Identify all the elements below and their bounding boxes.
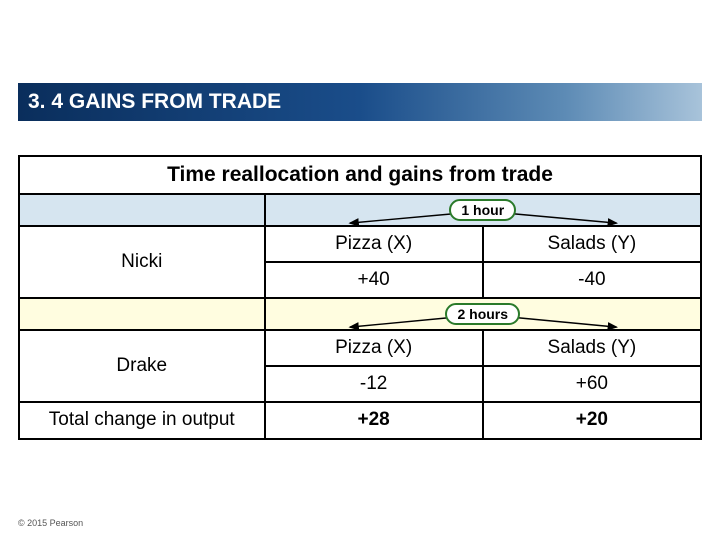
drake-pizza-val: -12 [265,366,483,402]
nicki-salad-val: -40 [483,262,701,298]
section-title: 3. 4 GAINS FROM TRADE [28,90,281,114]
nicki-pizza-label: Pizza (X) [265,226,483,262]
total-label: Total change in output [19,402,265,439]
drake-salad-label: Salads (Y) [483,330,701,366]
hour1-pill: 1 hour [449,199,516,221]
total-pizza: +28 [265,402,483,439]
nicki-salad-label: Salads (Y) [483,226,701,262]
nicki-pizza-val: +40 [265,262,483,298]
data-table: 1 hour Nicki Pizza (X) Salads (Y) +40 [18,193,702,440]
table-title: Time reallocation and gains from trade [18,155,702,193]
hour1-cell: 1 hour [265,194,701,226]
drake-pizza-label: Pizza (X) [265,330,483,366]
drake-salad-val: +60 [483,366,701,402]
section-header: 3. 4 GAINS FROM TRADE [18,83,702,121]
hour2-cell: 2 hours [265,298,701,330]
trade-table: Time reallocation and gains from trade 1… [18,155,702,440]
empty-cell [19,194,265,226]
empty-cell-2 [19,298,265,330]
drake-name: Drake [19,330,265,402]
nicki-name: Nicki [19,226,265,298]
copyright: © 2015 Pearson [18,518,83,528]
hour2-pill: 2 hours [445,303,520,325]
total-salad: +20 [483,402,701,439]
